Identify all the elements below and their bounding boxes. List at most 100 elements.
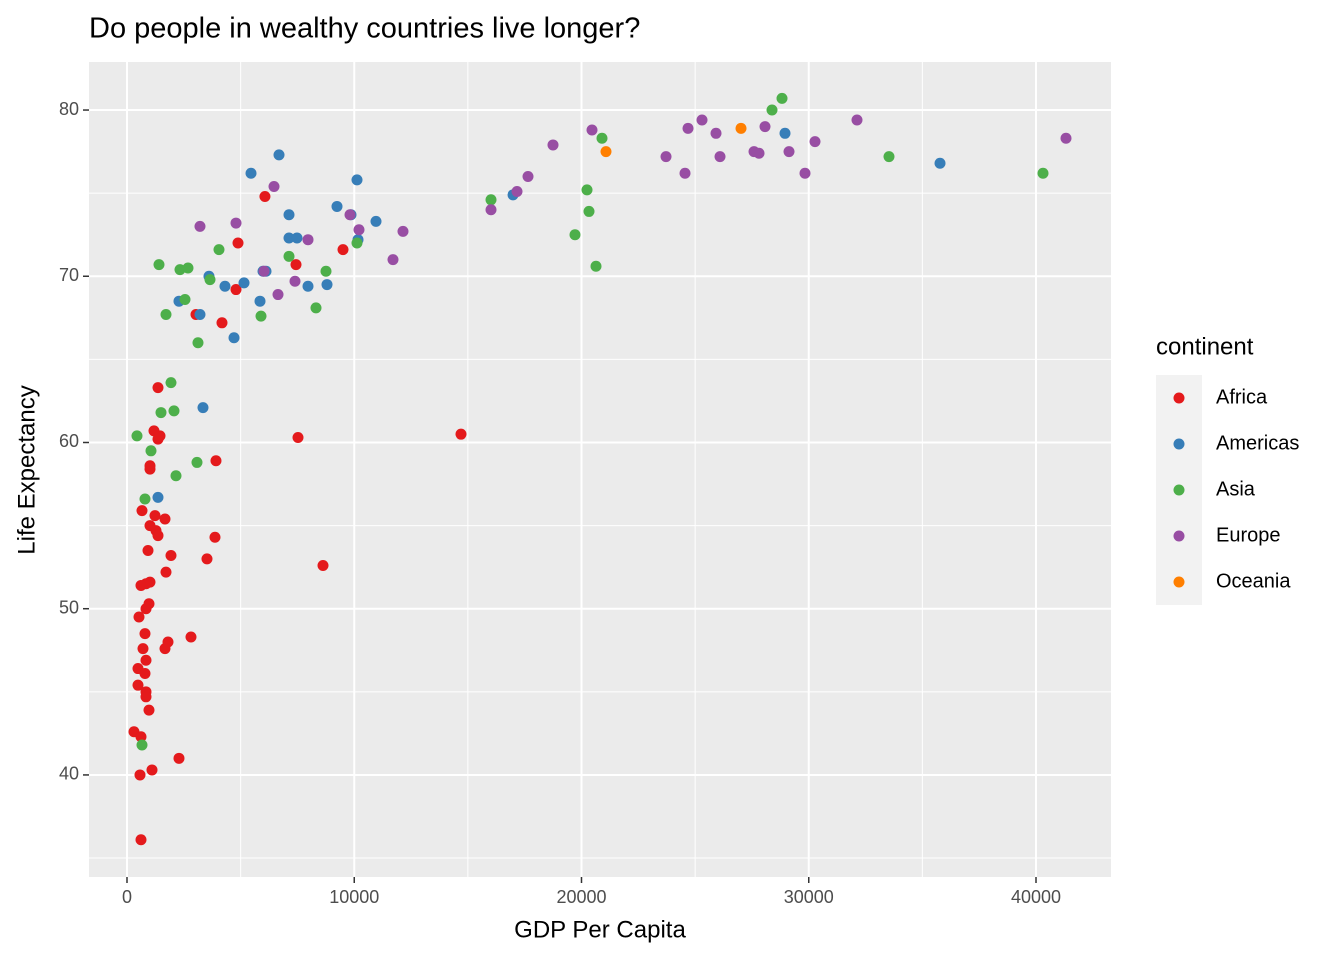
- point: [660, 151, 672, 163]
- y-tick-label: 40: [59, 764, 79, 784]
- legend-key: [1173, 484, 1185, 496]
- point: [766, 104, 778, 116]
- point: [302, 234, 314, 246]
- point: [228, 332, 240, 344]
- x-tick-label: 40000: [1011, 887, 1061, 907]
- point: [331, 200, 343, 212]
- point: [779, 127, 791, 139]
- point: [600, 146, 612, 158]
- point: [258, 265, 270, 277]
- point: [254, 295, 266, 307]
- point: [272, 289, 284, 301]
- legend-title: continent: [1156, 333, 1254, 360]
- point: [149, 510, 161, 522]
- legend-label: Africa: [1216, 386, 1268, 408]
- point: [204, 274, 216, 286]
- point: [159, 643, 171, 655]
- point: [136, 505, 148, 517]
- point: [696, 114, 708, 126]
- x-tick-label: 20000: [556, 887, 606, 907]
- point: [351, 174, 363, 186]
- point: [210, 455, 222, 467]
- point: [370, 215, 382, 227]
- point: [735, 122, 747, 134]
- point: [851, 114, 863, 126]
- point: [170, 470, 182, 482]
- point: [245, 167, 257, 179]
- point: [152, 530, 164, 542]
- point: [131, 430, 143, 442]
- point: [152, 491, 164, 503]
- point: [283, 232, 295, 244]
- point: [291, 232, 303, 244]
- point: [581, 184, 593, 196]
- y-axis-label: Life Expectancy: [13, 385, 40, 554]
- point: [485, 204, 497, 216]
- point: [132, 679, 144, 691]
- point: [586, 124, 598, 136]
- point: [259, 190, 271, 202]
- point: [155, 407, 167, 419]
- point: [140, 691, 152, 703]
- point: [135, 731, 147, 743]
- point: [219, 280, 231, 292]
- point: [883, 151, 895, 163]
- x-tick-label: 10000: [329, 887, 379, 907]
- y-tick-label: 80: [59, 99, 79, 119]
- point: [201, 553, 213, 565]
- legend-label: Americas: [1216, 432, 1299, 454]
- point: [173, 752, 185, 764]
- point: [353, 224, 365, 236]
- point: [292, 432, 304, 444]
- point: [1037, 167, 1049, 179]
- point: [230, 217, 242, 229]
- point: [679, 167, 691, 179]
- legend-label: Asia: [1216, 478, 1256, 500]
- point: [143, 704, 155, 716]
- legend-key: [1173, 530, 1185, 542]
- point: [197, 402, 209, 414]
- point: [135, 579, 147, 591]
- point: [596, 132, 608, 144]
- point: [209, 531, 221, 543]
- point: [153, 259, 165, 271]
- point: [776, 92, 788, 104]
- point: [290, 259, 302, 271]
- point: [351, 237, 363, 249]
- point: [168, 405, 180, 417]
- point: [185, 631, 197, 643]
- legend-key: [1173, 576, 1185, 588]
- point: [511, 185, 523, 197]
- point: [320, 265, 332, 277]
- point: [344, 209, 356, 221]
- point: [317, 559, 329, 571]
- point: [682, 122, 694, 134]
- point: [759, 121, 771, 133]
- point: [583, 205, 595, 217]
- point: [485, 194, 497, 206]
- point: [1060, 132, 1072, 144]
- point: [160, 566, 172, 578]
- point: [140, 603, 152, 615]
- point: [144, 463, 156, 475]
- point: [194, 220, 206, 232]
- x-tick-label: 0: [122, 887, 132, 907]
- point: [268, 181, 280, 193]
- point: [289, 275, 301, 287]
- y-tick-label: 70: [59, 265, 79, 285]
- point: [152, 382, 164, 394]
- point: [142, 545, 154, 557]
- point: [192, 337, 204, 349]
- point: [934, 157, 946, 169]
- y-tick-label: 60: [59, 431, 79, 451]
- point: [283, 209, 295, 221]
- x-axis-label: GDP Per Capita: [514, 916, 686, 943]
- point: [145, 445, 157, 457]
- point: [283, 250, 295, 262]
- point: [134, 769, 146, 781]
- point: [152, 433, 164, 445]
- point: [139, 628, 151, 640]
- point: [194, 308, 206, 320]
- point: [216, 317, 228, 329]
